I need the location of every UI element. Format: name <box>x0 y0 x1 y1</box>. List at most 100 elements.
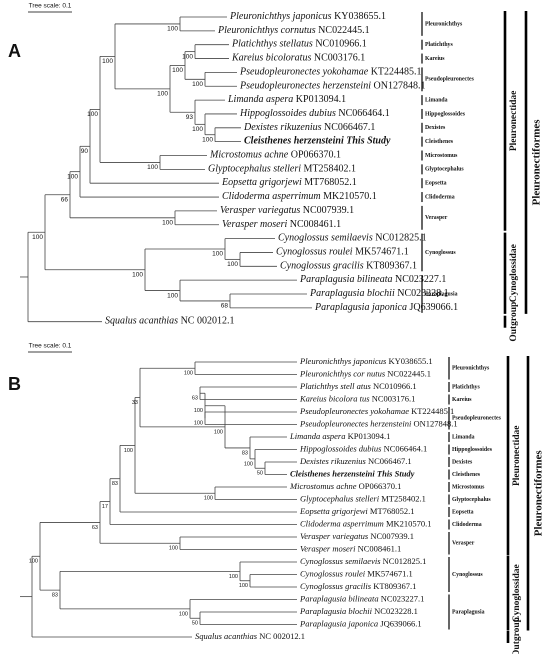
bootstrap: 83 <box>112 481 118 487</box>
bootstrap: 100 <box>147 164 158 171</box>
accession: KP013094.1 <box>348 431 391 441</box>
bootstrap: 50 <box>257 471 263 477</box>
accession: JQ639066.1 <box>409 302 458 313</box>
species-name: Paraplagusia blochii <box>309 288 395 299</box>
species-name: Verasper variegatus <box>220 205 300 216</box>
genus-label: Eopsetta <box>425 181 447 187</box>
bootstrap: 100 <box>32 234 43 241</box>
taxon-label: Pseudopleuronectes yokohamae KT224485.1 <box>239 67 422 78</box>
species-name: Dexistes rikuzenius <box>299 456 367 466</box>
bootstrap: 17 <box>102 504 108 510</box>
genus-label: Clidoderma <box>452 522 482 528</box>
bootstrap: 68 <box>221 303 229 310</box>
genus-label: Cleisthenes <box>452 472 481 478</box>
genus-label: Pseudopleuronectes <box>452 416 502 422</box>
accession: KT809367.1 <box>366 261 417 272</box>
bootstrap: 83 <box>52 593 58 599</box>
genus-label: Kareius <box>452 397 472 403</box>
genus-label: Pseudopleuronectes <box>425 77 475 83</box>
genus-label: Verasper <box>425 215 448 221</box>
bootstrap: 100 <box>214 429 223 435</box>
accession: OP066370.1 <box>359 481 402 491</box>
bootstrap: 100 <box>184 371 193 377</box>
genus-label: Microstomus <box>452 484 485 490</box>
taxon-label: Eopsetta grigorjewi MT768052.1 <box>299 506 415 516</box>
family-label: Pleuronectidae <box>509 91 519 152</box>
bootstrap: 83 <box>242 450 248 456</box>
accession: NC023227.1 <box>395 274 446 285</box>
taxon-label: Cleisthenes herzensteini This Study <box>244 136 391 147</box>
accession: NC008461.1 <box>358 543 402 553</box>
taxon-label: Paraplagusia blochii NC023228.1 <box>299 606 418 616</box>
family-label: Outgroup <box>512 617 522 654</box>
taxon-label: Platichthys stell atus NC010966.1 <box>299 381 417 391</box>
bootstrap: 100 <box>124 448 133 454</box>
genus-label: Glyptocephalus <box>425 167 464 173</box>
bootstrap: 100 <box>194 421 203 427</box>
taxon-label: Pleuronichthys cornutus NC022445.1 <box>217 25 370 36</box>
panel-label: A <box>8 41 21 61</box>
accession: NC023228.1 <box>397 288 448 299</box>
bootstrap: 100 <box>172 67 183 74</box>
species-name: Pseudopleuronectes herzensteini <box>299 418 412 428</box>
accession: KY038655.1 <box>334 11 386 22</box>
accession: This Study <box>346 136 391 147</box>
accession: OP066370.1 <box>291 150 341 161</box>
taxon-label: Paraplagusia bilineata NC023227.1 <box>299 274 446 285</box>
taxon-label: Pleuronichthys japonicus KY038655.1 <box>299 356 433 366</box>
taxon-label: Cynoglossus roulei MK574671.1 <box>300 568 413 578</box>
species-name: Cynoglossus semilaevis <box>300 556 381 566</box>
bootstrap: 100 <box>194 408 203 414</box>
species-name: Eopsetta grigorjewi <box>221 177 302 188</box>
species-name: Cleisthenes herzensteini <box>244 136 344 147</box>
bootstrap: 100 <box>162 220 173 227</box>
taxon-label: Paraplagusia japonica JQ639066.1 <box>314 302 458 313</box>
taxon-label: Cynoglossus semilaevis NC012825.1 <box>300 556 426 566</box>
accession: NC 002012.1 <box>259 631 305 641</box>
taxon-label: Squalus acanthias NC 002012.1 <box>195 631 305 641</box>
bootstrap: 100 <box>204 496 213 502</box>
bootstrap: 90 <box>81 148 89 155</box>
accession: KT809367.1 <box>373 581 416 591</box>
accession: MT258402.1 <box>381 493 426 503</box>
bootstrap: 100 <box>67 173 78 180</box>
accession: KY038655.1 <box>388 356 432 366</box>
species-name: Microstomus achne <box>209 150 289 161</box>
accession: NC007939.1 <box>370 531 414 541</box>
accession: NC 002012.1 <box>181 316 235 327</box>
species-name: Kareius bicolora tus <box>299 393 370 403</box>
taxon-label: Microstomus achne OP066370.1 <box>289 481 401 491</box>
genus-label: Pleuronichthys <box>425 21 463 27</box>
bootstrap: 33 <box>132 400 138 406</box>
accession: NC012825.1 <box>383 556 427 566</box>
bootstrap: 100 <box>157 91 168 98</box>
taxon-label: Kareius bicolora tus NC003176.1 <box>299 393 415 403</box>
taxon-label: Limanda aspera KP013094.1 <box>289 431 390 441</box>
family-label: Cynoglossidae <box>512 564 522 622</box>
genus-label: Clidoderma <box>425 194 455 200</box>
species-name: Platichthys stell atus <box>299 381 372 391</box>
accession: NC066464.1 <box>384 443 428 453</box>
accession: JQ639066.1 <box>380 618 421 628</box>
accession: KT224485.1 <box>411 406 454 416</box>
bootstrap: 100 <box>239 583 248 589</box>
bootstrap: 100 <box>212 251 223 258</box>
species-name: Squalus acanthias <box>195 631 258 641</box>
species-name: Limanda aspera <box>289 431 346 441</box>
species-name: Pleuronichthys japonicus <box>299 356 387 366</box>
species-name: Cynoglossus roulei <box>276 247 353 258</box>
species-name: Hippoglossoides dubius <box>239 108 336 119</box>
accession: NC066464.1 <box>338 108 389 119</box>
species-name: Pleuronichthys cornutus <box>217 25 316 36</box>
bootstrap: 100 <box>167 26 178 33</box>
accession: NC066467.1 <box>368 456 412 466</box>
taxon-label: Clidoderma asperrimum MK210570.1 <box>300 518 432 528</box>
genus-label: Platichthys <box>425 42 453 48</box>
bootstrap: 93 <box>186 114 194 121</box>
species-name: Kareius bicoloratus <box>231 53 311 64</box>
accession: This Study <box>377 468 415 478</box>
accession: MT768052.1 <box>370 506 415 516</box>
accession: KT224485.1 <box>371 67 422 78</box>
species-name: Pleuronichthys cor nutus <box>299 368 386 378</box>
